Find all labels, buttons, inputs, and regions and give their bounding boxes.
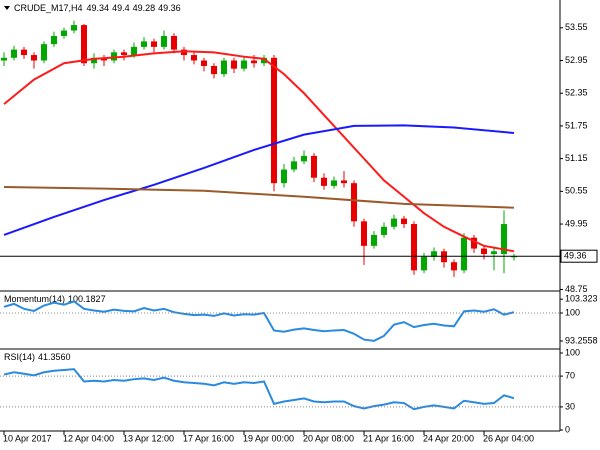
candle-body bbox=[421, 256, 427, 271]
candle-body bbox=[11, 49, 17, 58]
candle-body bbox=[191, 55, 197, 61]
current-price-box bbox=[560, 249, 598, 263]
candle-body bbox=[511, 256, 517, 258]
candle-body bbox=[491, 251, 497, 255]
candle-body bbox=[151, 41, 157, 47]
candle-body bbox=[51, 35, 57, 45]
candle-body bbox=[291, 161, 297, 170]
candle-body bbox=[301, 155, 307, 162]
candle-body bbox=[241, 60, 247, 69]
candle-body bbox=[471, 237, 477, 249]
candle-body bbox=[221, 60, 227, 75]
candle-body bbox=[391, 218, 397, 227]
candle-body bbox=[351, 183, 357, 222]
candle-body bbox=[451, 262, 457, 271]
candle-body bbox=[321, 177, 327, 186]
high: 49.4 bbox=[112, 3, 130, 13]
candle-body bbox=[331, 180, 337, 186]
candle-body bbox=[381, 226, 387, 235]
candle-body bbox=[231, 60, 237, 69]
y-tick-label: 52.35 bbox=[565, 88, 588, 98]
candle-body bbox=[411, 224, 417, 271]
indicator-line bbox=[3, 368, 515, 411]
indicator-line bbox=[3, 300, 515, 342]
x-tick-label: 17 Apr 16:00 bbox=[183, 433, 234, 443]
symbol: CRUDE_M17,H4 bbox=[14, 3, 83, 13]
indicator-value: 100.1827 bbox=[68, 294, 106, 304]
momentum-header: Momentum(14) 100.1827 bbox=[4, 294, 106, 304]
x-tick-label: 20 Apr 08:00 bbox=[303, 433, 354, 443]
x-tick-label: 21 Apr 16:00 bbox=[363, 433, 414, 443]
candle-body bbox=[201, 60, 207, 66]
low: 49.28 bbox=[133, 3, 156, 13]
candle-body bbox=[141, 41, 147, 47]
candle-body bbox=[311, 155, 317, 178]
y-tick-label: 51.15 bbox=[565, 153, 588, 163]
x-tick-label: 26 Apr 04:00 bbox=[483, 433, 534, 443]
indicator-value: 41.3560 bbox=[38, 352, 71, 362]
rsi-header: RSI(14) 41.3560 bbox=[4, 352, 71, 362]
indicator-name: Momentum(14) bbox=[4, 294, 65, 304]
candle-body bbox=[251, 60, 257, 64]
candle-body bbox=[261, 57, 267, 64]
y-tick-label: 0 bbox=[565, 424, 570, 434]
open: 49.34 bbox=[87, 3, 110, 13]
symbol-header: CRUDE_M17,H4 49.34 49.4 49.28 49.36 bbox=[14, 3, 181, 13]
candle-body bbox=[371, 234, 377, 246]
moving-average bbox=[3, 124, 515, 236]
candle-body bbox=[341, 180, 347, 184]
candle-body bbox=[441, 251, 447, 263]
candle-body bbox=[361, 221, 367, 246]
candle-body bbox=[401, 218, 407, 225]
x-tick-label: 19 Apr 00:00 bbox=[243, 433, 294, 443]
candle-body bbox=[91, 57, 97, 64]
candle-body bbox=[1, 57, 7, 61]
candle-body bbox=[31, 55, 37, 61]
y-tick-label: 52.95 bbox=[565, 55, 588, 65]
candle-body bbox=[181, 49, 187, 56]
y-tick-label: 51.75 bbox=[565, 120, 588, 130]
candle-body bbox=[81, 25, 87, 64]
y-tick-label: 100 bbox=[565, 347, 580, 357]
candle-body bbox=[461, 237, 467, 271]
moving-average bbox=[3, 50, 515, 253]
indicator-name: RSI(14) bbox=[4, 352, 35, 362]
y-tick-label: 49.95 bbox=[565, 218, 588, 228]
candle-body bbox=[431, 251, 437, 257]
candle-body bbox=[121, 52, 127, 56]
y-tick-label: 48.75 bbox=[565, 284, 588, 294]
candle-body bbox=[21, 49, 27, 56]
moving-average bbox=[3, 185, 515, 209]
candle-body bbox=[501, 224, 507, 255]
candle-body bbox=[41, 44, 47, 61]
y-tick-label: 70 bbox=[565, 370, 575, 380]
candle-body bbox=[131, 46, 137, 56]
current-price-label: 49.36 bbox=[564, 251, 587, 261]
x-tick-label: 10 Apr 2017 bbox=[3, 433, 52, 443]
candle-body bbox=[481, 248, 487, 255]
candle-body bbox=[61, 30, 67, 36]
y-tick-label: 30 bbox=[565, 401, 575, 411]
dropdown-icon bbox=[4, 6, 10, 10]
y-tick-label: 53.55 bbox=[565, 22, 588, 32]
x-tick-label: 12 Apr 04:00 bbox=[63, 433, 114, 443]
candle-body bbox=[161, 35, 167, 47]
x-tick-label: 24 Apr 20:00 bbox=[423, 433, 474, 443]
x-tick-label: 13 Apr 12:00 bbox=[123, 433, 174, 443]
candle-body bbox=[211, 65, 217, 75]
candle-body bbox=[171, 35, 177, 50]
y-tick-label: 93.2558 bbox=[565, 335, 598, 345]
candle-body bbox=[271, 57, 277, 184]
y-tick-label: 100 bbox=[565, 307, 580, 317]
y-tick-label: 50.55 bbox=[565, 186, 588, 196]
candle-body bbox=[71, 25, 77, 31]
close: 49.36 bbox=[158, 3, 181, 13]
candle-body bbox=[281, 169, 287, 184]
y-tick-label: 103.323 bbox=[565, 294, 598, 304]
